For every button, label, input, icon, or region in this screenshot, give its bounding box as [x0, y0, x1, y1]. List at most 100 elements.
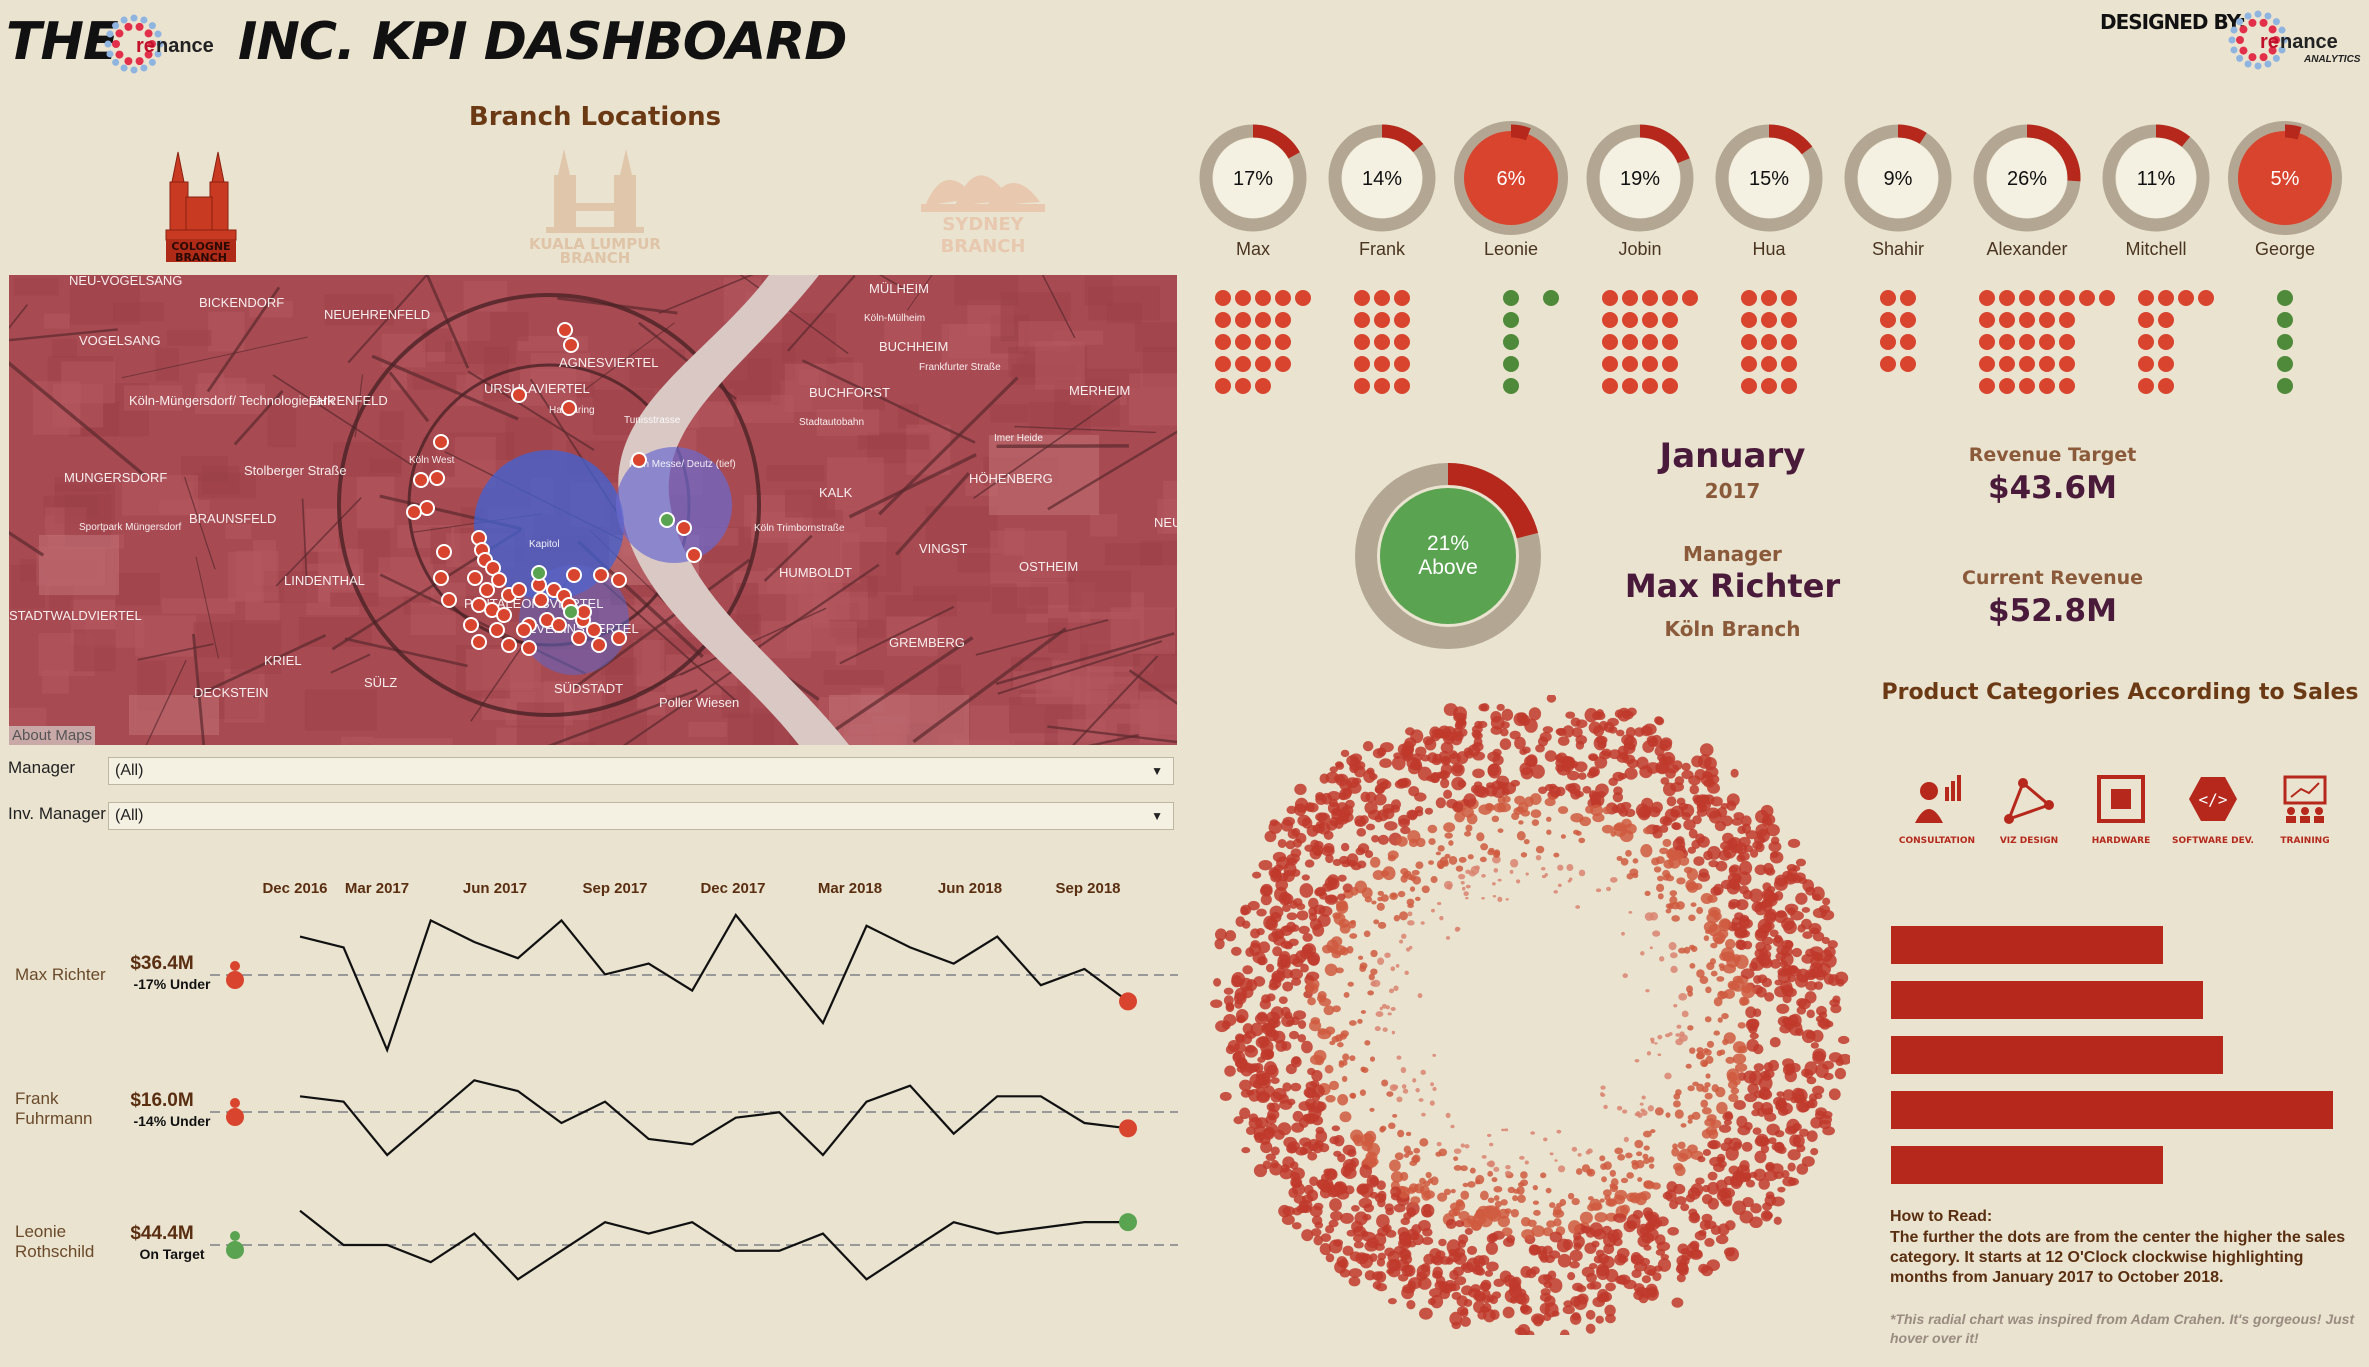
- radial-dot: [1675, 1033, 1681, 1037]
- dot: [2277, 312, 2293, 328]
- radial-dot: [1363, 1203, 1375, 1213]
- radial-dot: [1415, 1088, 1420, 1093]
- radial-dot: [1393, 752, 1402, 760]
- radial-dot: [1594, 756, 1608, 769]
- radial-dot: [1589, 1222, 1604, 1237]
- product-category-icons[interactable]: CONSULTATION VIZ DESIGN HARDWARE </> SOFTWAR…: [1885, 775, 2345, 855]
- branch-sydney[interactable]: SYDNEY BRANCH: [915, 148, 1055, 263]
- radial-dot: [1377, 1198, 1386, 1208]
- dot: [2178, 290, 2194, 306]
- radial-dot: [1397, 890, 1406, 898]
- radial-dot: [1460, 1263, 1470, 1270]
- radial-dot: [1489, 1295, 1498, 1305]
- radial-dot: [1571, 727, 1583, 738]
- radial-dot: [1274, 887, 1288, 902]
- manager-revenue-line-chart[interactable]: Dec 2016 Mar 2017 Jun 2017 Sep 2017 Dec 2017…: [0, 860, 1190, 1300]
- radial-dot: [1350, 1092, 1357, 1099]
- radial-dot: [1291, 1178, 1302, 1189]
- radial-dot: [1834, 1067, 1846, 1080]
- radial-dot: [1307, 997, 1316, 1006]
- radial-dot: [1687, 1144, 1698, 1154]
- map-canvas[interactable]: NEU-VOGELSANG BICKENDORF NEUEHRENFELD AGNES…: [9, 275, 1177, 745]
- radial-dot: [1242, 965, 1253, 975]
- radial-dot: [1461, 1285, 1473, 1296]
- radial-dot: [1405, 947, 1411, 952]
- radial-sales-dot-chart[interactable]: [1210, 695, 1850, 1335]
- radial-dot: [1818, 1011, 1828, 1019]
- radial-dot: [1749, 961, 1758, 972]
- map-marker: [463, 617, 479, 633]
- dot: [2059, 334, 2075, 350]
- radial-dot: [1523, 839, 1530, 845]
- radial-dot: [1517, 1194, 1526, 1203]
- about-maps-link[interactable]: About Maps: [9, 726, 96, 745]
- radial-dot: [1451, 776, 1466, 791]
- radial-dot: [1660, 777, 1670, 785]
- radial-dot: [1554, 1159, 1558, 1162]
- radial-dot: [1460, 1316, 1471, 1327]
- radial-dot: [1543, 1137, 1548, 1142]
- radial-dot: [1629, 868, 1639, 876]
- radial-dot: [1727, 838, 1738, 850]
- map-label: GREMBERG: [889, 635, 965, 650]
- series-name: Leonie Rothschild: [15, 1222, 94, 1261]
- radial-dot: [1497, 878, 1502, 882]
- status-marker: [230, 1231, 240, 1241]
- radial-dot: [1387, 1012, 1392, 1016]
- ring-name: Mitchell: [2125, 239, 2186, 259]
- radial-dot: [1496, 703, 1505, 711]
- radial-dot: [1621, 734, 1635, 746]
- radial-dot: [1643, 1180, 1655, 1190]
- inv-manager-filter-dropdown[interactable]: (All) ▼: [108, 802, 1174, 830]
- radial-dot: [1657, 1053, 1662, 1057]
- radial-dot: [1432, 753, 1443, 763]
- radial-dot: [1390, 799, 1402, 810]
- radial-dot: [1390, 1006, 1396, 1012]
- branch-kuala-lumpur[interactable]: KUALA LUMPUR BRANCH: [529, 145, 661, 267]
- product-category-label: TRAINING: [2280, 836, 2329, 846]
- radial-dot: [1458, 1210, 1470, 1221]
- radial-dot: [1488, 847, 1495, 853]
- radial-dot: [1575, 740, 1585, 750]
- radial-dot: [1803, 1069, 1814, 1079]
- ring-arc: [1252, 124, 1300, 159]
- radial-dot: [1660, 737, 1673, 748]
- branch-map[interactable]: NEU-VOGELSANG BICKENDORF NEUEHRENFELD AGNES…: [9, 275, 1177, 745]
- radial-dot: [1327, 874, 1339, 885]
- map-label: VOGELSANG: [79, 333, 161, 348]
- manager-filter-dropdown[interactable]: (All) ▼: [108, 757, 1174, 785]
- radial-dot: [1418, 1098, 1424, 1102]
- radial-dot: [1369, 1056, 1376, 1062]
- radial-dot: [1254, 1013, 1269, 1025]
- radial-dot: [1448, 840, 1454, 846]
- map-label: AGNESVIERTEL: [559, 355, 658, 370]
- radial-dot: [1759, 923, 1772, 934]
- branch-cologne[interactable]: COLOGNE BRANCH: [160, 142, 250, 264]
- dot: [1255, 356, 1271, 372]
- series-status: -14% Under: [133, 1113, 211, 1129]
- dot: [2019, 290, 2035, 306]
- radial-dot: [1680, 1123, 1687, 1128]
- radial-dot: [1734, 1063, 1748, 1072]
- radial-dot: [1641, 1095, 1646, 1100]
- product-sales-bars[interactable]: [1885, 920, 2345, 1190]
- radial-dot: [1675, 901, 1685, 910]
- radial-dot: [1683, 946, 1691, 954]
- map-marker: [576, 604, 592, 620]
- dot: [2039, 378, 2055, 394]
- radial-dot: [1497, 1215, 1511, 1228]
- radial-dot: [1731, 882, 1741, 891]
- radial-dot: [1323, 842, 1335, 854]
- radial-dot: [1530, 1131, 1536, 1135]
- map-label: KRIEL: [264, 653, 302, 668]
- map-marker: [533, 592, 549, 608]
- radial-dot: [1752, 1101, 1764, 1111]
- dot: [1235, 290, 1251, 306]
- manager-percentage-rings[interactable]: 17% Max 14% Frank 6% Leonie 19% Jobin 15% Hua 9% Sh…: [1180, 115, 2365, 265]
- radial-dot: [1510, 858, 1519, 868]
- radial-dot: [1624, 767, 1638, 780]
- kpi-ring-chart[interactable]: 21%Above: [1350, 458, 1546, 654]
- radial-dot: [1688, 914, 1696, 922]
- radial-dot: [1758, 953, 1772, 967]
- radial-dot: [1354, 815, 1366, 826]
